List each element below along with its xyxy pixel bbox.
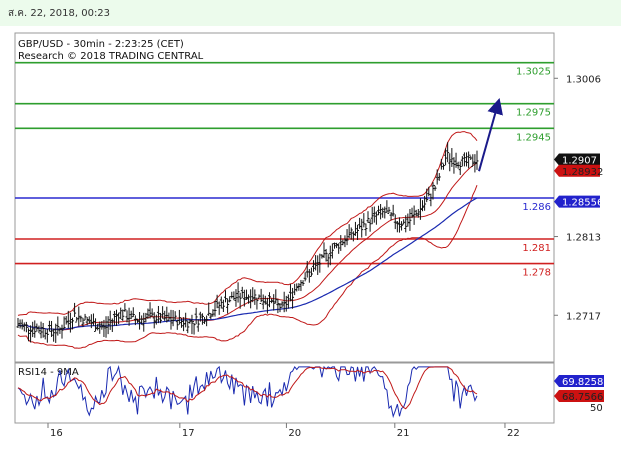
price-tag-label: 1.2907 [562,155,597,166]
level-label: 1.3025 [516,67,551,78]
level-label: 1.286 [522,202,551,213]
bollinger-lower [17,185,478,349]
rsi-value-label: 69.8258 [562,377,603,388]
level-label: 1.278 [522,268,551,279]
bollinger-middle [17,162,478,331]
rsi-value-label: 68.7566 [562,392,603,403]
y-tick-label: 1.2717 [566,311,601,322]
moving-average-line [17,197,478,331]
price-tag-badge [554,153,600,166]
rsi-label: RSI14 - 9MA [18,367,79,378]
price-tag-label: 1.28932 [562,167,603,178]
price-tag-badge [554,195,600,208]
bollinger-upper [17,131,478,316]
x-tick-label: 22 [507,428,520,439]
x-tick-label: 21 [397,428,410,439]
price-tag-label: 1.28556 [562,198,603,209]
price-tag-badge [554,164,600,177]
rsi-value-badge [554,375,604,387]
rsi-value-badge [554,390,604,402]
x-tick-label: 17 [182,428,195,439]
rsi-line [17,365,478,419]
forecast-arrow [478,97,503,172]
level-label: 1.281 [522,243,551,254]
x-tick-label: 16 [50,428,63,439]
rsi-level-label: 50 [590,403,603,414]
timestamp-bar: ส.ค. 22, 2018, 00:23 [0,0,621,26]
y-tick-label: 1.3006 [566,74,601,85]
y-tick-label: 1.2813 [566,233,601,244]
timestamp: ส.ค. 22, 2018, 00:23 [8,8,111,19]
level-label: 1.2945 [516,132,551,143]
rsi-ma-line [17,366,478,410]
chart-title: GBP/USD - 30min - 2:23:25 (CET) [18,39,184,50]
level-label: 1.2975 [516,108,551,119]
x-tick-label: 20 [288,428,301,439]
chart-subtitle: Research © 2018 TRADING CENTRAL [18,51,204,62]
